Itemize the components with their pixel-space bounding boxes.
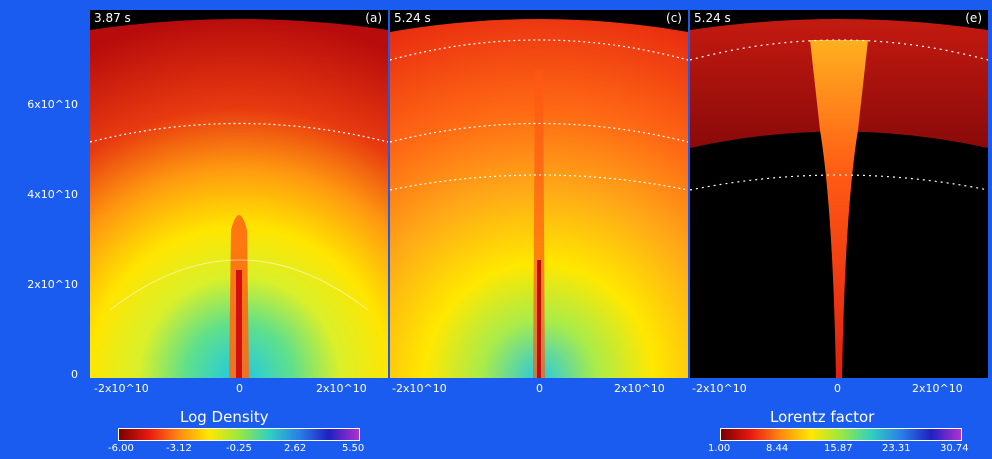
x-tick-label: -2x10^10	[692, 382, 747, 395]
x-tick-label: 2x10^10	[912, 382, 963, 395]
x-tick-label: 0	[236, 382, 243, 395]
panel-label: (e)	[965, 11, 982, 25]
colorbar-tick-label: 1.00	[708, 443, 731, 454]
x-tick-label: -2x10^10	[94, 382, 149, 395]
colorbar-density	[118, 428, 360, 441]
x-tick-label: 0	[536, 382, 543, 395]
colorbar-tick-label: -0.25	[226, 443, 252, 454]
y-tick-label: 4x10^10	[27, 188, 78, 201]
colorbar-title-density: Log Density	[180, 408, 269, 426]
y-tick-label: 6x10^10	[27, 98, 78, 111]
x-tick-label: 2x10^10	[316, 382, 367, 395]
panel-time: 5.24 s	[694, 11, 731, 25]
panel-c-density: 5.24 s (c)	[390, 10, 688, 378]
colorbar-tick-label: 15.87	[824, 443, 853, 454]
colorbar-tick-label: 5.50	[342, 443, 365, 454]
colorbar-title-lorentz: Lorentz factor	[770, 408, 875, 426]
colorbar-tick-label: 30.74	[940, 443, 969, 454]
colorbar-tick-label: 2.62	[284, 443, 307, 454]
colorbar-tick-label: 23.31	[882, 443, 911, 454]
panel-label: (c)	[666, 11, 682, 25]
panel-label: (a)	[365, 11, 382, 25]
density-field-a	[90, 19, 388, 378]
colorbar-tick-label: 8.44	[766, 443, 789, 454]
lorentz-field-e	[690, 10, 988, 378]
panel-e-lorentz: 5.24 s (e)	[690, 10, 988, 378]
panel-time: 5.24 s	[394, 11, 431, 25]
density-field-c	[390, 19, 688, 378]
colorbar-tick-label: -3.12	[166, 443, 192, 454]
y-tick-label: 0	[71, 368, 78, 381]
x-tick-label: 2x10^10	[614, 382, 665, 395]
y-tick-label: 2x10^10	[27, 278, 78, 291]
panel-time: 3.87 s	[94, 11, 131, 25]
x-tick-label: 0	[834, 382, 841, 395]
x-tick-label: -2x10^10	[392, 382, 447, 395]
colorbar-tick-label: -6.00	[108, 443, 134, 454]
panel-a-density: 3.87 s (a)	[90, 10, 388, 378]
colorbar-lorentz	[720, 428, 962, 441]
